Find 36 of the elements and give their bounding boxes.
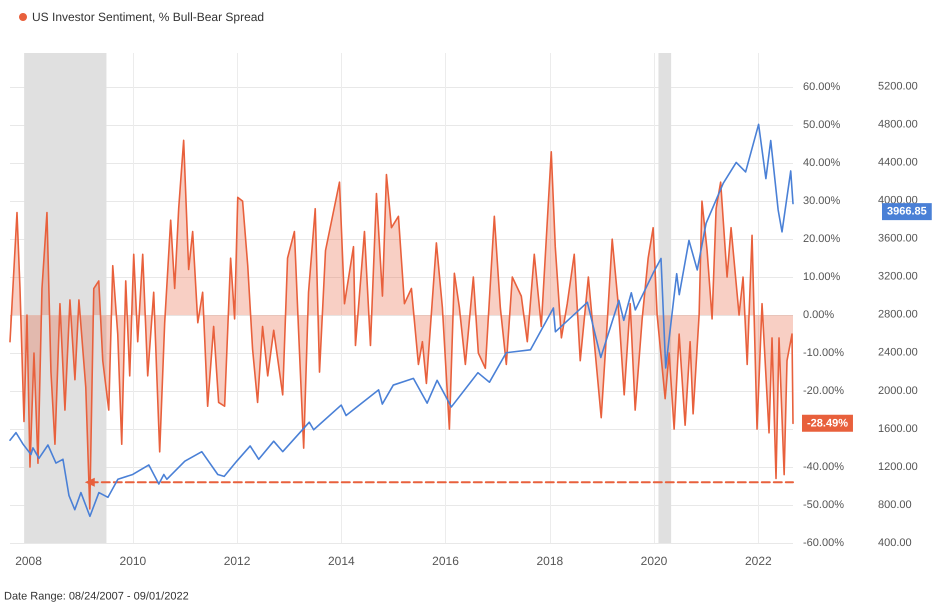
y-tick-label: 20.00% bbox=[803, 233, 841, 246]
y-tick-label: -20.00% bbox=[803, 385, 844, 398]
y-tick-label: -40.00% bbox=[803, 461, 844, 474]
text: -28.49% bbox=[807, 417, 848, 430]
y2-tick-label: 3600.00 bbox=[878, 232, 918, 245]
text: Date Range: 08/24/2007 - 09/01/2022 bbox=[4, 590, 189, 602]
y2-tick-label: 5200.00 bbox=[878, 80, 918, 92]
y2-tick-label: 2800.00 bbox=[878, 308, 918, 321]
y-tick-label: 50.00% bbox=[803, 119, 841, 132]
y2-tick-label: 1200.00 bbox=[878, 460, 918, 473]
x-tick-label: 2014 bbox=[328, 554, 356, 568]
x-tick-label: 2008 bbox=[15, 554, 42, 568]
text: 3966.85 bbox=[887, 206, 927, 218]
y-tick-label: 10.00% bbox=[803, 271, 841, 284]
y2-tick-label: 3200.00 bbox=[878, 270, 918, 283]
y2-tick-label: 800.00 bbox=[878, 498, 912, 511]
y-tick-label: -50.00% bbox=[803, 499, 844, 512]
y2-tick-label: 2000.00 bbox=[878, 384, 918, 397]
x-tick-label: 2010 bbox=[120, 554, 147, 568]
x-tick-label: 2020 bbox=[640, 554, 668, 568]
x-tick-label: 2012 bbox=[224, 554, 251, 568]
y2-tick-label: 400.00 bbox=[878, 537, 912, 549]
y-tick-label: 30.00% bbox=[803, 195, 841, 208]
legend-label: US Investor Sentiment, % Bull-Bear Spread bbox=[32, 10, 264, 24]
y-tick-label: 0.00% bbox=[803, 309, 834, 322]
y-tick-label: 40.00% bbox=[803, 157, 841, 170]
x-tick-label: 2016 bbox=[432, 554, 460, 568]
y2-tick-label: 4400.00 bbox=[878, 156, 918, 168]
y2-tick-label: 1600.00 bbox=[878, 422, 918, 435]
y-tick-label: -10.00% bbox=[803, 347, 844, 360]
y-tick-label: -60.00% bbox=[803, 537, 844, 549]
y2-tick-label: 2400.00 bbox=[878, 346, 918, 359]
y-tick-label: 60.00% bbox=[803, 81, 841, 94]
x-tick-label: 2022 bbox=[744, 554, 772, 568]
y2-tick-label: 4800.00 bbox=[878, 118, 918, 130]
x-tick-label: 2018 bbox=[536, 554, 564, 568]
